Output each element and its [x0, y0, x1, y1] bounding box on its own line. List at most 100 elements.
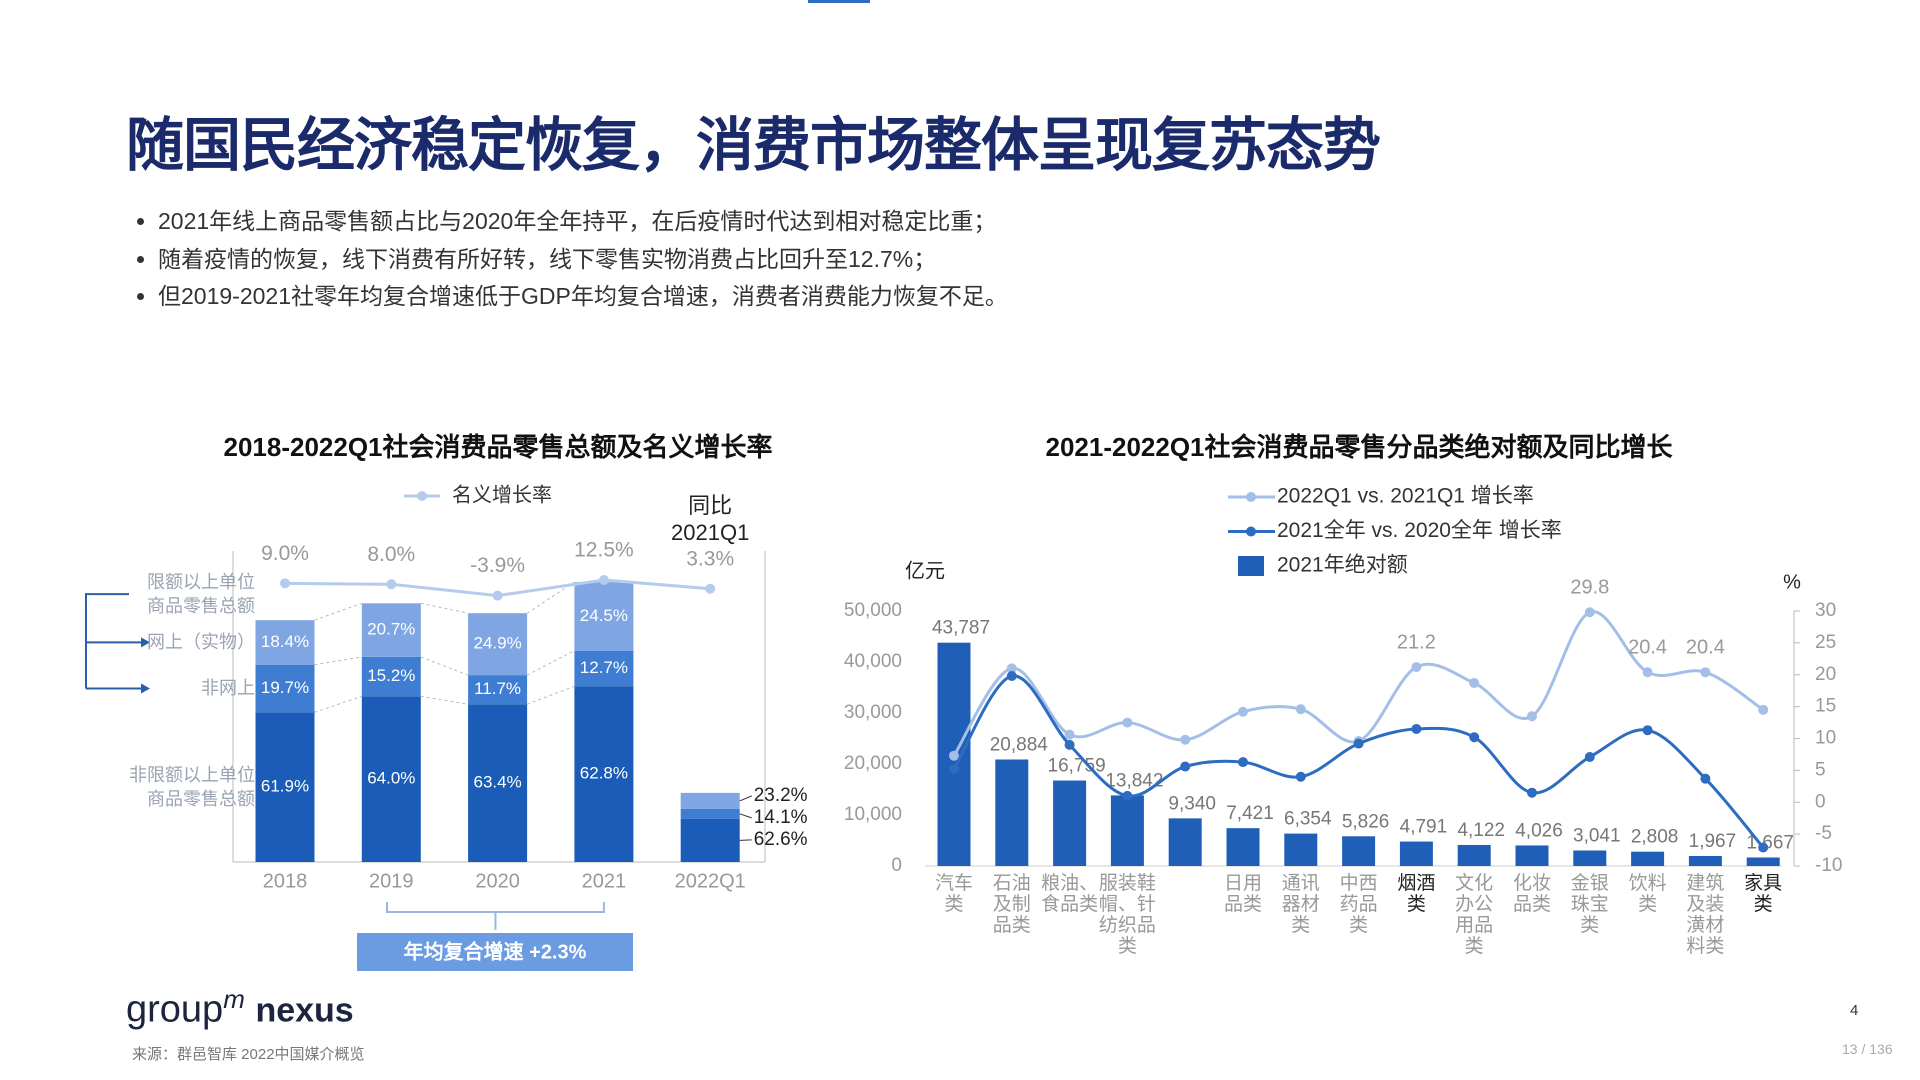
segment-label: 14.1%: [754, 807, 808, 828]
line-dot: [1642, 725, 1653, 736]
x-tick-label: 2020: [475, 870, 520, 892]
bar-label: 7,421: [1226, 803, 1274, 824]
page-counter: 13 / 136: [1842, 1041, 1893, 1057]
growth-dot: [492, 590, 503, 601]
line-dot: [1064, 729, 1075, 740]
legend-dot: [417, 491, 427, 501]
line-dot: [1469, 732, 1480, 743]
series-label: 非网上: [201, 678, 255, 699]
bar: [1110, 795, 1144, 866]
segment-label: 61.9%: [261, 777, 309, 796]
line-dot: [1527, 711, 1537, 722]
source: 来源：群邑智库 2022中国媒介概览: [132, 1046, 365, 1063]
growth-label: 3.3%: [686, 547, 734, 570]
line-dot: [1584, 751, 1595, 762]
logo-brand: nexus: [255, 991, 354, 1030]
segment-label: 63.4%: [473, 773, 521, 792]
cagr-box: [357, 933, 633, 971]
y2-tick-label: 25: [1815, 632, 1836, 653]
slide-title: 随国民经济稳定恢复，消费市场整体呈现复苏态势: [126, 113, 1381, 178]
bar-segment: [680, 818, 740, 862]
line-dot: [1238, 757, 1248, 768]
bar-label: 1,967: [1689, 831, 1737, 852]
bar-label: 16,759: [1048, 756, 1106, 777]
line-dot: [949, 764, 959, 775]
connector: [526, 685, 575, 705]
x-tick-label: 石油 及制 品类: [992, 873, 1031, 936]
bar-label: 9,340: [1168, 793, 1216, 814]
growth-dot: [280, 578, 290, 589]
legend-label: 2022Q1 vs. 2021Q1 增长率: [1277, 485, 1534, 508]
top-accent: [808, 0, 870, 3]
leader-line: [739, 795, 752, 802]
line-label: 20.4: [1628, 636, 1667, 658]
bar-segment: [680, 792, 740, 809]
x-tick-label: 日用 品类: [1223, 873, 1262, 915]
bar-segment: [468, 675, 528, 705]
bar: [1053, 780, 1087, 866]
line-dot: [1700, 773, 1711, 784]
segment-label: 18.4%: [261, 632, 309, 651]
bullet: 随着疫情的恢复，线下消费有所好转，线下零售实物消费占比回升至12.7%；: [158, 241, 1008, 279]
growth-label: 8.0%: [367, 543, 415, 566]
line-dot: [1700, 667, 1711, 678]
bar-label: 2,808: [1631, 827, 1679, 848]
growth-dot: [598, 575, 609, 586]
line-dot: [949, 750, 959, 761]
x-tick-label: 2021: [582, 870, 627, 892]
arrow-head: [141, 637, 150, 648]
line-dot: [1295, 771, 1306, 782]
bar-label: 4,122: [1457, 820, 1505, 841]
y2-tick-label: 30: [1815, 600, 1836, 621]
bar-segment: [574, 582, 634, 651]
line-dot: [1064, 739, 1075, 750]
group-label: 限额以上单位 商品零售总额: [147, 572, 255, 617]
bracket: [85, 593, 129, 689]
x-tick-label: 金银 珠宝 类: [1570, 873, 1609, 936]
x-tick-label: 服装鞋 帽、针 纺织品 类: [1098, 873, 1156, 957]
y-tick-label: 20,000: [844, 753, 902, 774]
y2-tick-label: 10: [1815, 728, 1836, 749]
line-dot: [1411, 723, 1422, 734]
y-tick-label: 40,000: [844, 651, 902, 672]
line-dot: [1758, 842, 1769, 853]
bar-label: 20,884: [990, 735, 1049, 756]
line-dot: [1353, 738, 1364, 749]
line-dot: [1238, 706, 1248, 717]
bar: [1284, 833, 1318, 866]
x-tick-label: 文化 办公 用品 类: [1455, 873, 1494, 957]
segment-label: 24.5%: [580, 606, 628, 625]
bar-label: 6,354: [1284, 809, 1332, 830]
x-tick-label: 粮油、 食品类: [1041, 873, 1099, 915]
logo-sup: m: [223, 984, 245, 1014]
series-label: 非限额以上单位 商品零售总额: [129, 765, 255, 810]
bar-label: 13,842: [1105, 770, 1163, 791]
segment-label: 12.7%: [580, 658, 628, 677]
segment-label: 15.2%: [367, 666, 415, 685]
bar: [1573, 850, 1607, 866]
x-tick-label: 家具 类: [1744, 873, 1783, 915]
bar-segment: [680, 808, 740, 819]
x-tick-label: 2022Q1: [675, 870, 746, 892]
y2-tick-label: 20: [1815, 664, 1836, 685]
connector: [420, 602, 469, 614]
bar-segment: [468, 613, 528, 676]
legend-label: 2021年绝对额: [1277, 554, 1408, 577]
segment-label: 24.9%: [473, 634, 521, 653]
connector: [314, 695, 362, 713]
line-dot: [1180, 761, 1191, 772]
logo: groupm nexus: [126, 984, 354, 1032]
y-axis-label: 亿元: [905, 559, 945, 582]
y-tick-label: 50,000: [844, 600, 902, 621]
bar: [1457, 844, 1491, 866]
line-dot: [1122, 717, 1133, 728]
legend-dot: [1246, 492, 1256, 502]
line-dot: [1758, 704, 1769, 715]
arrow-head: [141, 683, 150, 694]
yoy-note: 同比 2021Q1: [671, 493, 750, 545]
legend-label: 2021全年 vs. 2020全年 增长率: [1277, 519, 1562, 542]
segment-label: 64.0%: [367, 769, 415, 788]
y2-tick-label: 0: [1815, 791, 1826, 812]
bar-segment: [574, 686, 634, 862]
